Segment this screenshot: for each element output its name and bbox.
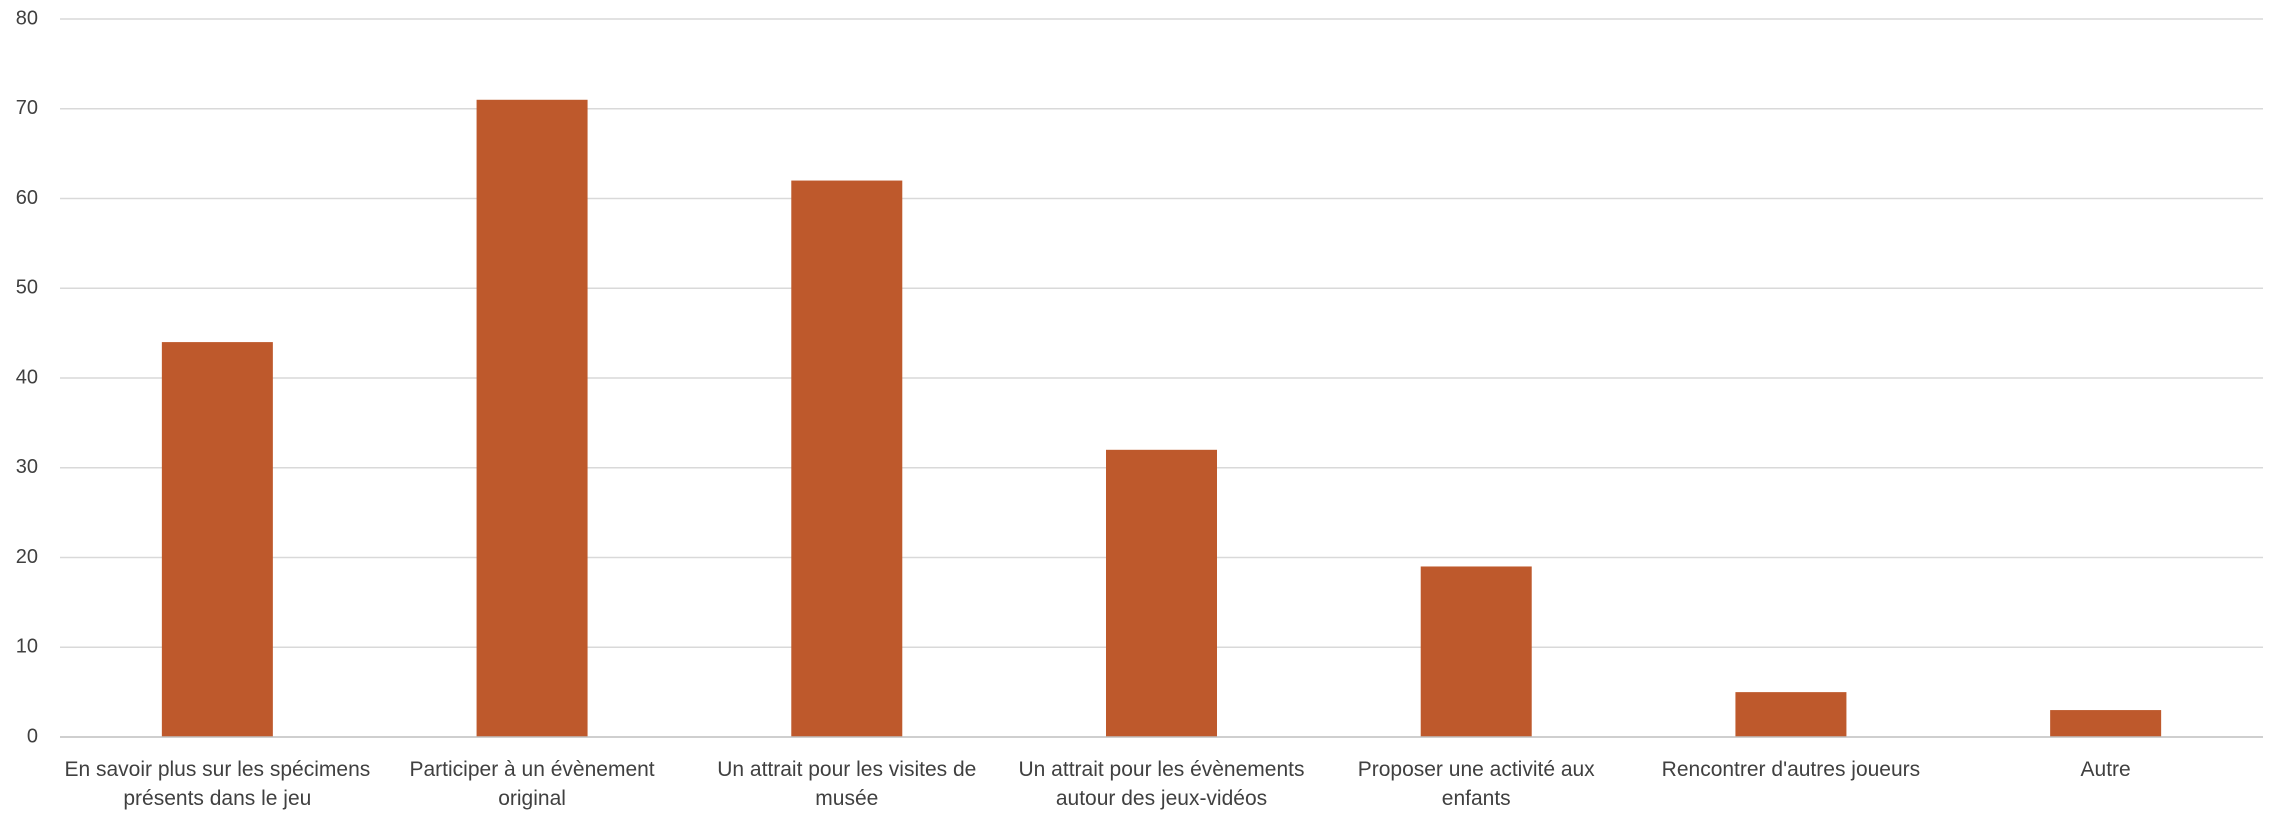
- bar: [2050, 710, 2162, 737]
- y-tick-label: 20: [16, 546, 38, 568]
- y-tick-label: 50: [16, 277, 38, 299]
- x-tick-label-line: Un attrait pour les visites de: [717, 758, 976, 781]
- bar: [1106, 449, 1217, 737]
- x-tick-label-line: Autre: [2081, 758, 2131, 781]
- x-tick-label: Autre: [2081, 758, 2131, 781]
- x-tick-label-line: En savoir plus sur les spécimens: [64, 758, 370, 781]
- x-tick-label-line: autour des jeux-vidéos: [1056, 787, 1267, 810]
- x-tick-label: En savoir plus sur les spécimens présents…: [64, 758, 370, 810]
- y-tick-label: 0: [27, 725, 38, 747]
- y-tick-label: 30: [16, 456, 38, 478]
- y-tick-label: 60: [16, 187, 38, 209]
- bar: [1735, 692, 1847, 737]
- x-tick-label-line: Rencontrer d'autres joueurs: [1662, 758, 1920, 781]
- bar: [161, 342, 273, 737]
- bar: [476, 99, 588, 737]
- bar: [1420, 566, 1532, 737]
- x-tick-label-line: présents dans le jeu: [123, 787, 311, 810]
- y-tick-label: 40: [16, 366, 38, 388]
- x-tick-labels: En savoir plus sur les spécimens présents…: [64, 758, 2130, 810]
- x-tick-label: Participer à un évènement original: [410, 758, 655, 810]
- y-tick-label: 70: [16, 97, 38, 119]
- y-tick-label: 80: [16, 7, 38, 29]
- x-tick-label: Proposer une activité aux enfants: [1358, 758, 1595, 810]
- x-tick-label: Un attrait pour les visites de musée: [717, 758, 976, 810]
- bars: [161, 99, 2162, 738]
- x-tick-label: Un attrait pour les évènements autour des…: [1019, 758, 1305, 810]
- bar: [791, 180, 903, 738]
- x-tick-label-line: musée: [815, 787, 878, 810]
- y-tick-labels: 0 10 20 30 40 50 60 70 80: [16, 7, 38, 747]
- x-tick-label: Rencontrer d'autres joueurs: [1662, 758, 1920, 781]
- y-tick-label: 10: [16, 636, 38, 658]
- x-tick-label-line: enfants: [1442, 787, 1511, 810]
- x-tick-label-line: original: [498, 787, 566, 810]
- x-tick-label-line: Participer à un évènement: [410, 758, 655, 781]
- x-tick-label-line: Proposer une activité aux: [1358, 758, 1595, 781]
- x-tick-label-line: Un attrait pour les évènements: [1019, 758, 1305, 781]
